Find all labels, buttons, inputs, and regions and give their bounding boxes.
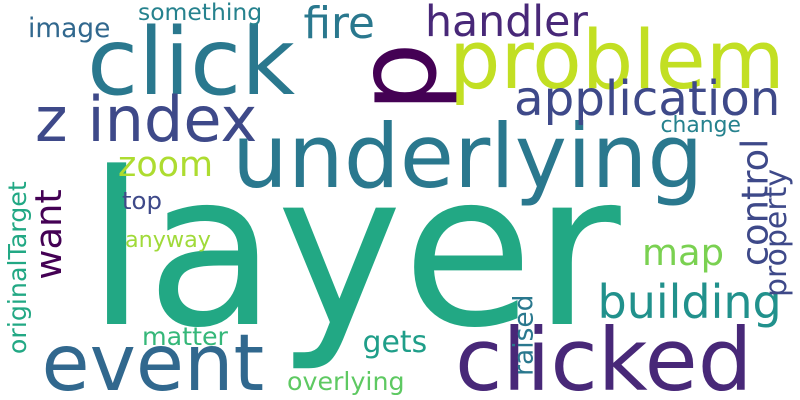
word-map: map <box>642 231 725 274</box>
word-property: property <box>759 168 795 297</box>
word-problem: problem <box>449 14 785 108</box>
word-want: want <box>26 189 70 280</box>
word-top: top <box>122 186 162 215</box>
word-building: building <box>597 275 782 329</box>
word-matter: matter <box>142 321 228 351</box>
word-anyway: anyway <box>125 227 211 253</box>
word-something: something <box>138 0 263 26</box>
word-p: p <box>333 42 462 113</box>
word-zoom: zoom <box>118 145 214 185</box>
word-layer: layer <box>87 128 621 375</box>
word-fire: fire <box>303 0 375 49</box>
word-click: click <box>87 8 296 116</box>
word-z-index: z index <box>35 83 258 156</box>
word-clicked: clicked <box>455 310 753 400</box>
word-gets: gets <box>362 325 428 360</box>
word-underlying: underlying <box>232 104 704 208</box>
word-event: event <box>41 318 265 400</box>
word-raised: raised <box>508 294 540 376</box>
word-originaltarget: originalTarget <box>2 181 32 355</box>
word-overlying: overlying <box>287 366 405 396</box>
word-change: change <box>660 112 741 138</box>
word-image: image <box>28 12 111 44</box>
word-handler: handler <box>425 0 588 47</box>
word-application: application <box>514 71 781 127</box>
